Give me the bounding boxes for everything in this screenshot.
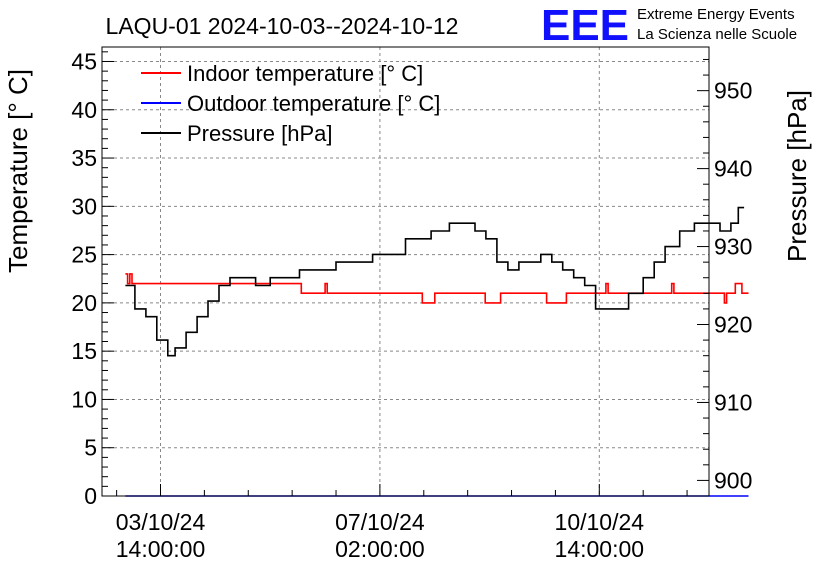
y-tick-label: 35: [71, 145, 97, 171]
y-tick-label: 10: [71, 386, 97, 412]
series-layer: [125, 206, 749, 497]
grid: [102, 47, 709, 496]
y2-tick-label: 930: [714, 234, 752, 260]
series-line-indoor: [125, 273, 749, 304]
y-tick-label: 20: [71, 290, 97, 316]
x-tick-label-date: 10/10/24: [555, 509, 645, 535]
series-line-pressure: [125, 206, 745, 357]
y-axis-label: Temperature [° C]: [3, 69, 33, 273]
axis-ticks: 0 5 10 15 20 25 30 35 40 45 900 910 920 930 940 950 03/1…: [71, 48, 752, 562]
y-tick-label: 5: [84, 435, 97, 461]
y-tick-label: 40: [71, 97, 97, 123]
y2-tick-label: 900: [714, 467, 752, 493]
x-tick-label-time: 14:00:00: [116, 536, 206, 562]
x-tick-label-time: 02:00:00: [335, 536, 425, 562]
x-tick-label-date: 07/10/24: [335, 509, 425, 535]
plot-frame: [101, 46, 710, 497]
y-tick-label: 25: [71, 242, 97, 268]
chart-title: LAQU-01 2024-10-03--2024-10-12: [106, 13, 459, 39]
legend: Indoor temperature [° C] Outdoor tempera…: [141, 61, 440, 146]
logo-line2: La Scienza nelle Scuole: [637, 26, 797, 43]
y2-tick-label: 910: [714, 389, 752, 415]
y2-tick-label: 920: [714, 312, 752, 338]
y-tick-label: 45: [71, 48, 97, 74]
eee-logo: EEE Extreme Energy Events La Scienza nel…: [541, 1, 797, 50]
x-tick-label-time: 14:00:00: [555, 536, 645, 562]
y-tick-label: 30: [71, 193, 97, 219]
logo-mark: EEE: [541, 1, 629, 50]
y2-tick-label: 940: [714, 156, 752, 182]
y2-tick-label: 950: [714, 78, 752, 104]
x-tick-label-date: 03/10/24: [116, 509, 206, 535]
legend-label-outdoor: Outdoor temperature [° C]: [187, 91, 440, 116]
legend-label-pressure: Pressure [hPa]: [187, 121, 333, 146]
y-tick-label: 0: [84, 483, 97, 509]
y-tick-label: 15: [71, 338, 97, 364]
y2-axis-label: Pressure [hPa]: [782, 90, 812, 262]
logo-line1: Extreme Energy Events: [637, 6, 795, 23]
legend-label-indoor: Indoor temperature [° C]: [187, 61, 423, 86]
